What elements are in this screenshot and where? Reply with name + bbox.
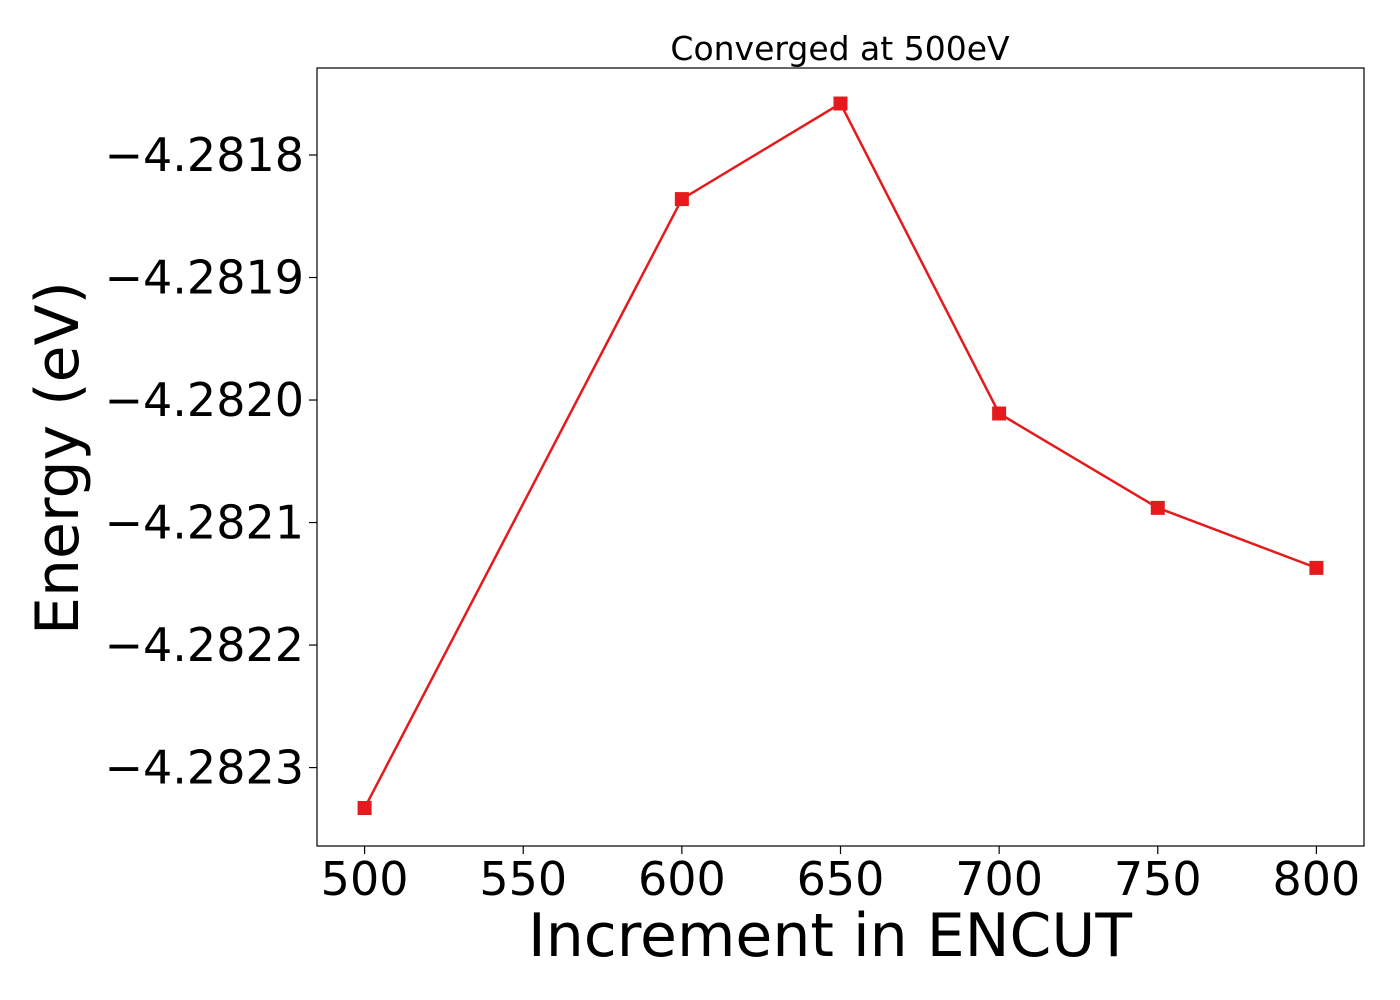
x-tick-label: 700 xyxy=(955,852,1043,906)
y-axis-label: Energy (eV) xyxy=(23,281,93,635)
y-axis: −4.2818 −4.2819 −4.2820 −4.2821 −4.2822 −4.28… xyxy=(105,128,317,795)
x-tick-label: 800 xyxy=(1273,852,1361,906)
series-line xyxy=(363,101,1317,809)
data-point-marker xyxy=(833,96,848,111)
x-tick-label: 650 xyxy=(797,852,885,906)
series-layer xyxy=(357,96,1324,816)
data-point-marker xyxy=(674,192,689,207)
x-axis: 500 550 600 650 700 750 800 xyxy=(321,846,1361,906)
data-point-marker xyxy=(1309,560,1324,575)
y-tick-label: −4.2818 xyxy=(105,128,305,182)
x-axis-label: Increment in ENCUT xyxy=(528,901,1132,971)
y-tick-label: −4.2819 xyxy=(105,251,305,305)
data-point-marker xyxy=(992,406,1007,421)
x-tick-label: 600 xyxy=(638,852,726,906)
chart-title: Converged at 500eV xyxy=(670,29,1010,68)
x-tick-label: 750 xyxy=(1114,852,1202,906)
data-point-marker xyxy=(357,801,372,816)
plot-area-frame xyxy=(316,67,1365,847)
x-tick-label: 550 xyxy=(479,852,567,906)
y-tick-label: −4.2821 xyxy=(105,496,305,550)
data-point-marker xyxy=(1150,500,1165,515)
y-tick-label: −4.2820 xyxy=(105,373,305,427)
y-tick-label: −4.2823 xyxy=(105,741,305,795)
x-tick-label: 500 xyxy=(321,852,409,906)
y-tick-label: −4.2822 xyxy=(105,618,305,672)
